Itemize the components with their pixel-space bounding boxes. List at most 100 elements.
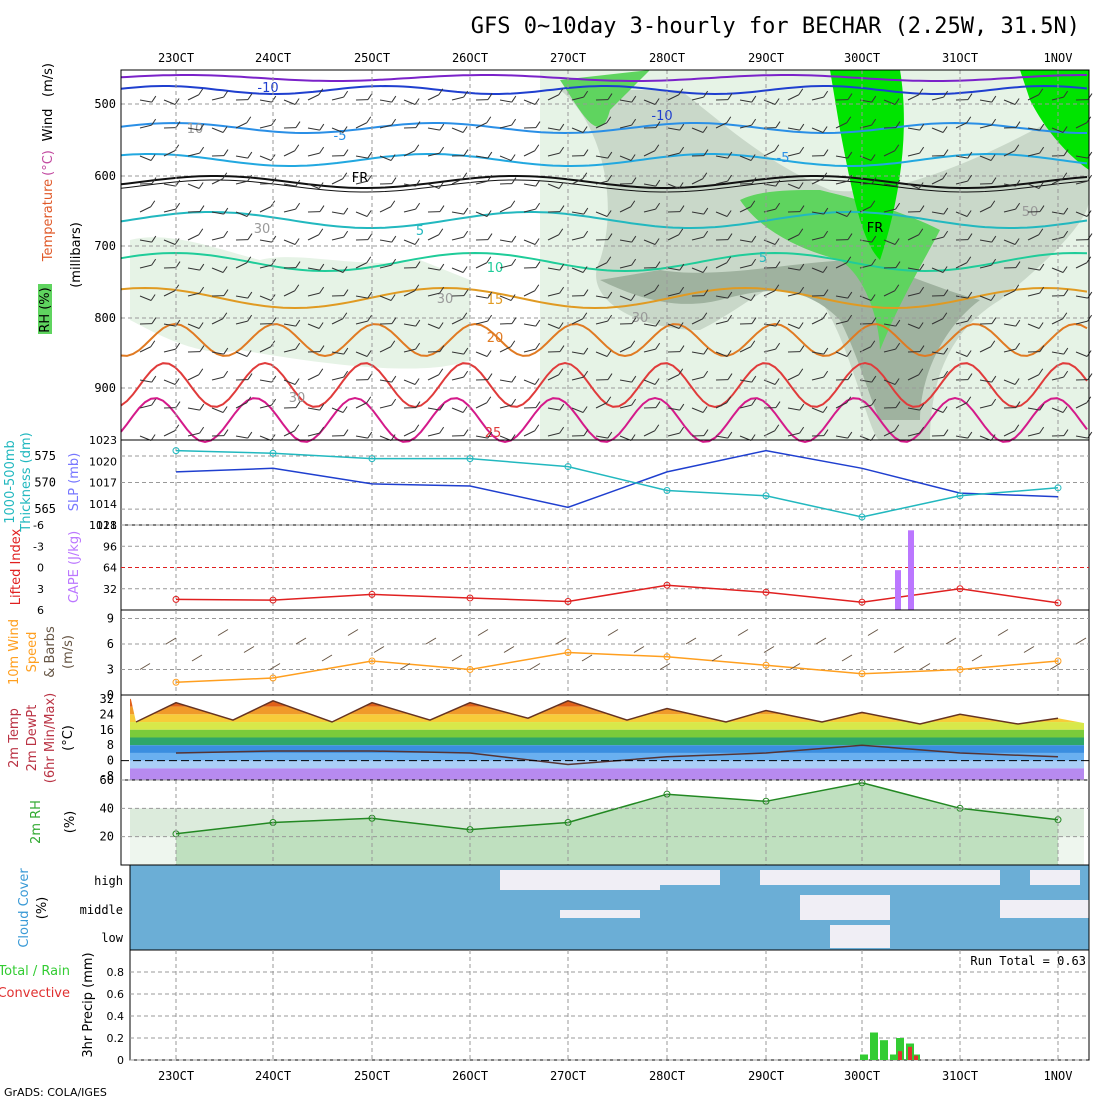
wind-barb-flag: [750, 154, 756, 161]
temp-axis-label: 2m DewPt: [25, 705, 40, 772]
wind-barb-flag: [390, 154, 396, 161]
wind-barb-flag: [751, 177, 757, 184]
wind-barb-flag: [294, 98, 300, 105]
wind-barb: [331, 236, 344, 241]
wind-barb-flag: [222, 312, 228, 320]
wind-barb-flag: [679, 286, 685, 294]
wind-barb: [211, 127, 224, 133]
wind-barb-flag: [342, 406, 348, 413]
precip-tick-label: 0.8: [107, 966, 125, 979]
wind-barb-flag: [271, 118, 277, 126]
wind-barb-flag: [367, 431, 373, 439]
wind-barb: [451, 376, 464, 381]
wind-barb: [739, 346, 752, 353]
wind-barb-flag: [463, 370, 469, 378]
wind-barb-flag: [415, 121, 421, 128]
wind-barb-flag: [198, 228, 204, 236]
wind-barb: [523, 323, 536, 327]
wind-barb-flag: [1039, 345, 1045, 352]
wind-barb: [571, 236, 584, 241]
wind-barb: [1027, 183, 1040, 189]
wind-barb: [835, 435, 848, 439]
wind-barb: [307, 267, 320, 271]
wind-barb-flag: [823, 230, 829, 238]
contour-label: 5: [759, 251, 767, 266]
wind-barb-flag: [703, 207, 709, 215]
precip-panel-frame: [129, 949, 1090, 1061]
wind-barb-flag: [534, 424, 540, 432]
pressure-tick-label: 500: [94, 97, 116, 111]
wind-barb: [907, 183, 920, 189]
wind-barb: [1051, 407, 1064, 413]
wind-barb: [451, 318, 464, 325]
wind-barb-flag: [319, 263, 325, 271]
wind-barb: [547, 292, 560, 297]
wind-barb: [1075, 435, 1088, 439]
wind-barb: [955, 122, 968, 129]
wind-barb-flag: [271, 95, 277, 103]
wind-barb: [667, 323, 680, 329]
wind-barb: [883, 99, 896, 105]
wind-barb-flag: [271, 235, 277, 243]
wind-barb: [403, 348, 416, 353]
wind-barb: [619, 99, 632, 103]
bottom-date-label: 28OCT: [649, 1069, 685, 1083]
wind-barb-flag: [462, 406, 468, 413]
wind-barb: [883, 430, 896, 437]
wind-barb-flag: [966, 256, 972, 264]
wind-barb-flag: [534, 238, 540, 245]
wind-barb-flag: [583, 207, 589, 215]
wind-barb-flag: [870, 340, 876, 348]
wind10-barb: [763, 646, 775, 653]
rh-shade: [740, 190, 940, 350]
wind-barb-flag: [871, 177, 877, 184]
wind-barb-flag: [703, 429, 709, 436]
wind-barb: [907, 94, 920, 101]
wind-barb-flag: [510, 154, 516, 161]
wind-barb-flag: [823, 289, 829, 296]
wind-barb-flag: [486, 116, 492, 124]
wind-barb-flag: [991, 177, 997, 184]
wind-barb: [523, 99, 536, 105]
wind-barb-flag: [607, 93, 613, 100]
wind-barb-flag: [871, 398, 877, 406]
wind-barb-flag: [414, 144, 420, 152]
wind-barb-flag: [631, 398, 637, 406]
wind-barb: [283, 290, 296, 297]
wind-barb-flag: [439, 123, 445, 131]
wind-barb: [547, 323, 560, 329]
wind-barb-flag: [751, 235, 757, 243]
wind-barb: [979, 239, 992, 243]
wind-barb: [955, 320, 968, 325]
wind-barb-flag: [199, 146, 205, 154]
wind-barb-flag: [679, 263, 685, 271]
wind-barb-flag: [487, 233, 493, 240]
wind-barb: [835, 295, 848, 299]
wind-barb-flag: [463, 347, 469, 355]
wind-barb: [643, 430, 656, 437]
wind10-barb: [477, 629, 489, 636]
upper-axis-label: (°C): [41, 150, 56, 176]
temp-band: [130, 729, 1084, 738]
wind-barb-flag: [486, 210, 492, 217]
wind-barb-flag: [871, 375, 877, 383]
wind-barb-flag: [846, 116, 852, 124]
wind-barb: [187, 127, 200, 131]
thickness-line-point: [368, 455, 376, 463]
wind-barb-flag: [223, 289, 229, 296]
wind-barb: [979, 295, 992, 301]
wind-barb: [835, 180, 848, 185]
wind-barb-flag: [1038, 368, 1044, 376]
wind-barb-flag: [1038, 182, 1044, 189]
wind-barb: [331, 211, 344, 215]
wind-barb-flag: [247, 233, 253, 240]
wind-barb: [187, 234, 200, 241]
wind-barb: [259, 239, 272, 243]
upper-wind-barbs: [139, 88, 1093, 441]
wind-barb-flag: [510, 294, 516, 301]
wind-barb: [715, 402, 728, 409]
bottom-date-label: 27OCT: [550, 1069, 586, 1083]
wind-barb: [187, 94, 200, 101]
wind-barb: [907, 374, 920, 381]
wind-barb-flag: [414, 424, 420, 432]
